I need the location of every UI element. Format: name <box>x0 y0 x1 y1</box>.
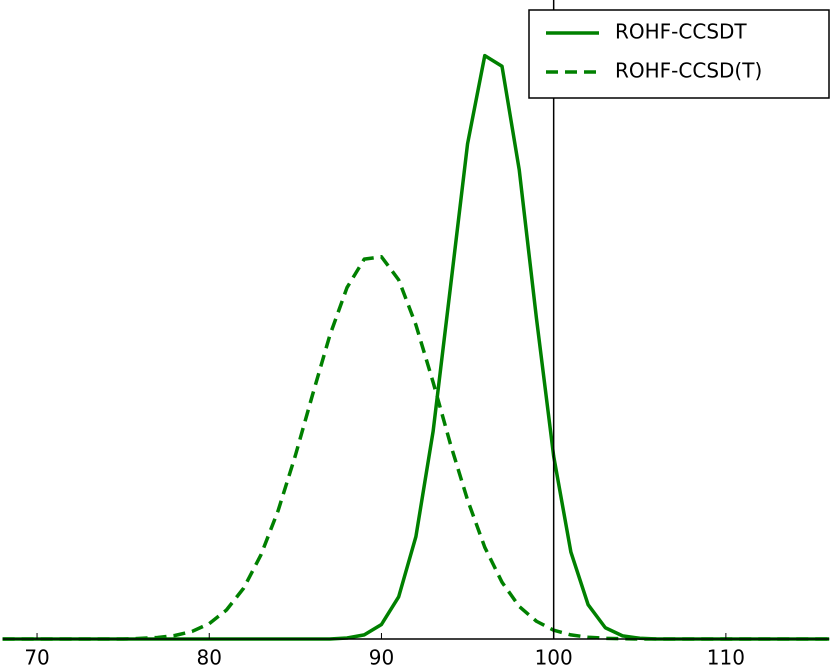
x-tick-label: 110 <box>707 646 745 670</box>
x-tick-label: 80 <box>197 646 222 670</box>
x-tick-label: 70 <box>24 646 49 670</box>
legend-box <box>528 9 830 99</box>
series-line <box>2 53 830 641</box>
legend-label: ROHF-CCSD(T) <box>615 59 762 83</box>
series-line <box>2 255 830 641</box>
legend: ROHF-CCSDT ROHF-CCSD(T) <box>528 9 830 99</box>
legend-label: ROHF-CCSDT <box>615 20 747 44</box>
x-tick-label: 90 <box>369 646 394 670</box>
x-tick-label: 100 <box>535 646 573 670</box>
